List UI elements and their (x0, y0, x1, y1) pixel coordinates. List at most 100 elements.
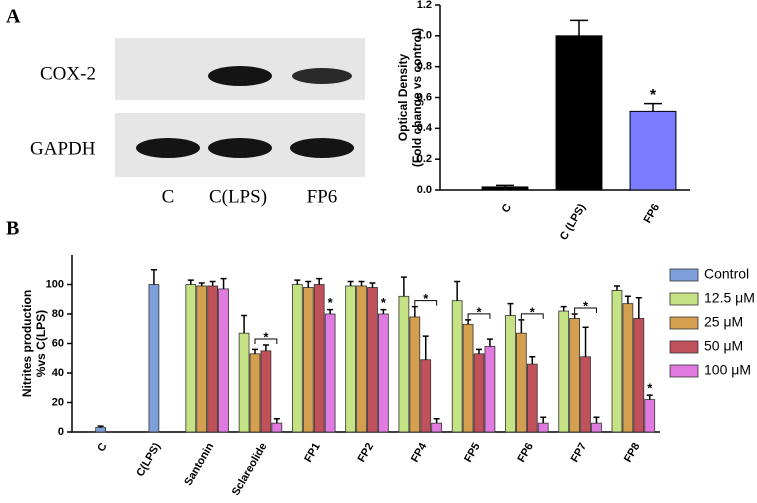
error-bar (624, 295, 631, 304)
significance-mark: * (381, 295, 387, 310)
bar (591, 422, 602, 433)
y-axis-title: (Fold change vs control) (410, 28, 424, 167)
y-tick-label: 0.6 (417, 91, 432, 103)
significance-bracket (520, 313, 544, 319)
blot-row-label: GAPDH (30, 138, 96, 159)
error-bar (496, 184, 514, 187)
bar (622, 303, 634, 433)
error-bar (593, 416, 600, 424)
error-bar (251, 348, 258, 354)
error-bar (273, 417, 280, 424)
error-bar (316, 277, 323, 285)
bar (462, 323, 474, 433)
blot-band (290, 138, 354, 158)
blot-band (208, 138, 272, 158)
x-tick-label: C(LPS) (134, 441, 163, 479)
bar (409, 316, 421, 433)
error-bar (97, 425, 104, 428)
y-axis-title: Nitrites production (20, 290, 34, 397)
bar (644, 399, 656, 433)
bar (185, 284, 197, 433)
error-bar (347, 280, 354, 286)
legend-swatch (669, 292, 699, 306)
error-bar (241, 314, 248, 334)
x-tick-label: C (95, 441, 109, 454)
error-bar (570, 19, 588, 36)
error-bar (187, 279, 194, 285)
legend-label: 50 μM (704, 338, 743, 354)
y-tick-label: 0 (58, 426, 64, 438)
error-bar (198, 282, 205, 286)
bar (398, 295, 410, 433)
significance-mark: * (583, 298, 589, 313)
error-bar (571, 313, 578, 319)
x-tick-label: C (LPS) (558, 202, 588, 243)
bar (473, 353, 485, 433)
error-bar (613, 285, 620, 291)
y-tick-label: 1.0 (417, 30, 432, 42)
bar (420, 359, 432, 433)
significance-bracket (254, 338, 278, 344)
y-tick-label: 0.8 (417, 61, 432, 73)
bar (249, 353, 261, 433)
legend-label: 25 μM (704, 314, 743, 330)
error-bar (476, 348, 483, 354)
error-bar (305, 280, 312, 288)
bar (633, 318, 645, 433)
error-bar (411, 305, 418, 317)
bar (580, 356, 591, 433)
error-bar (560, 305, 567, 312)
panel-label: B (6, 218, 19, 240)
y-tick-label: 80 (52, 308, 64, 320)
bar (148, 284, 160, 433)
bar (515, 332, 527, 433)
x-tick-label: C (500, 202, 514, 215)
significance-mark: * (476, 304, 482, 319)
blot-band (136, 138, 200, 158)
bar (378, 313, 389, 433)
error-bar (369, 282, 376, 288)
x-tick-label: Sclareolide (230, 441, 270, 498)
significance-bracket (414, 300, 438, 306)
error-bar (220, 277, 227, 289)
error-bar (358, 280, 365, 286)
bar (324, 313, 336, 433)
significance-mark: * (650, 87, 657, 104)
bar (260, 350, 272, 433)
error-bar (400, 276, 407, 297)
significance-mark: * (530, 304, 536, 319)
western-blot: COX-2 GAPDH C C(LPS) FP6 (30, 38, 365, 207)
bar (569, 318, 580, 433)
bar (95, 427, 106, 433)
bar (356, 285, 367, 433)
y-axis-title: %vs C(LPS) (34, 310, 48, 377)
x-tick-label: FP1 (302, 441, 322, 464)
x-tick-label: FP5 (462, 441, 482, 464)
error-bar (262, 344, 269, 351)
bar (537, 422, 549, 433)
error-bar (635, 297, 642, 319)
x-tick-label: FP6 (515, 441, 535, 464)
bar (313, 284, 325, 433)
x-tick-label: FP7 (569, 441, 589, 464)
legend-swatch (669, 268, 699, 282)
legend-label: Control (704, 266, 749, 282)
significance-mark: * (423, 291, 429, 306)
significance-bracket (467, 313, 491, 319)
y-tick-label: 20 (52, 396, 64, 408)
blot-row-label: COX-2 (40, 63, 96, 84)
y-tick-label: 40 (52, 367, 64, 379)
legend-swatch (669, 340, 699, 354)
bar (558, 310, 570, 433)
significance-mark: * (647, 381, 653, 396)
error-bar (150, 269, 157, 285)
significance-bracket (574, 307, 597, 313)
y-axis-title: Optical Density (396, 53, 410, 141)
y-tick-label: 0.0 (417, 184, 432, 196)
error-bar (646, 394, 653, 400)
legend-label: 100 μM (704, 362, 751, 378)
error-bar (454, 280, 461, 301)
bar (629, 110, 677, 191)
y-tick-label: 100 (46, 278, 64, 290)
error-bar (380, 308, 387, 314)
